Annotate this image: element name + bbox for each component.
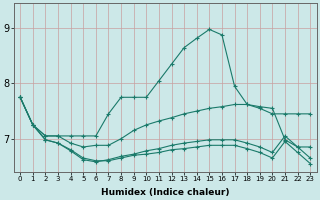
X-axis label: Humidex (Indice chaleur): Humidex (Indice chaleur)	[101, 188, 229, 197]
